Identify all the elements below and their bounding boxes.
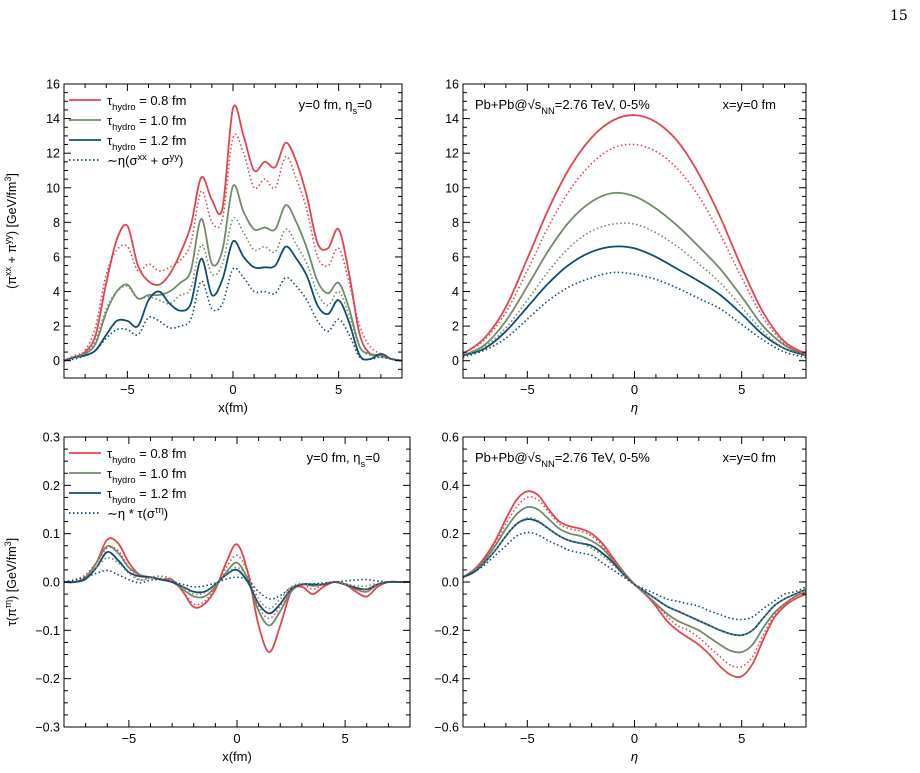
annotation: y=0 fm, ηs=0 [299, 97, 372, 116]
y-tick-label: 0.0 [43, 576, 60, 590]
x-tick-label: −5 [120, 382, 135, 397]
x-axis-label: x(fm) [222, 749, 252, 764]
series-line-dotted-5 [64, 267, 402, 362]
legend-label: ∼η(σxx + σyy) [107, 152, 183, 168]
y-tick-label: 2 [53, 320, 60, 334]
series-line-dotted-4 [463, 517, 806, 637]
y-tick-label: 0.2 [43, 479, 60, 493]
chart-panel-top-right: −5 0 5 0 2 4 6 8 10 12 14 16 η Pb+Pb@√sNN=2.76 TeV, 0… [445, 78, 807, 415]
y-tick-label: 4 [53, 285, 60, 299]
series-line-solid-0 [64, 537, 410, 654]
y-tick-label: 12 [46, 147, 60, 161]
x-tick-label: 0 [229, 382, 236, 397]
series-group [463, 490, 806, 679]
x-tick-label: 5 [738, 731, 745, 746]
x-tick-label: 5 [738, 382, 745, 397]
legend-label: τhydro = 1.2 fm [107, 486, 186, 505]
series-line-dotted-5 [463, 271, 806, 358]
annotation-position: x=y=0 fm [723, 450, 776, 465]
series-line-dotted-5 [463, 531, 806, 621]
series-line-solid-0 [64, 104, 402, 362]
x-axis-label: x(fm) [218, 400, 248, 415]
y-tick-label: −0.2 [434, 624, 459, 638]
y-tick-label: 14 [445, 112, 459, 126]
x-tick-label: 0 [233, 731, 240, 746]
y-tick-label: 6 [452, 250, 459, 264]
series-line-dotted-3 [463, 143, 806, 357]
legend-label: τhydro = 1.0 fm [107, 113, 186, 132]
y-tick-label: −0.2 [35, 672, 60, 686]
y-tick-label: −0.3 [35, 721, 60, 735]
x-tick-label: 5 [342, 731, 349, 746]
y-tick-label: 16 [46, 78, 60, 92]
series-group [463, 114, 806, 358]
x-tick-label: 5 [335, 382, 342, 397]
series-line-solid-2 [64, 550, 410, 615]
series-line-solid-1 [463, 505, 806, 654]
y-tick-label: 8 [53, 216, 60, 230]
y-tick-label: −0.4 [434, 672, 459, 686]
x-tick-label: −5 [520, 731, 535, 746]
y-tick-label: 0 [452, 354, 459, 368]
x-tick-label: 0 [631, 382, 638, 397]
y-tick-label: −0.1 [35, 624, 60, 638]
y-tick-label: 0.0 [442, 576, 459, 590]
series-line-dotted-4 [463, 222, 806, 357]
chart-panel-top-left: −5 0 5 0 2 4 6 8 10 12 14 16 x(fm) (πxx + πyy) [GeV/f… [3, 78, 403, 415]
series-line-dotted-3 [64, 546, 410, 620]
chart-panel-bottom-right: −5 0 5 −0.6 −0.4 −0.2 0.0 0.2 0.4 0.6 η Pb+Pb@√sNN=… [434, 431, 807, 764]
series-group [64, 104, 402, 362]
y-tick-label: 2 [452, 320, 459, 334]
y-axis-label: τ(πτη) [GeV/fm3] [3, 538, 19, 626]
y-tick-label: 14 [46, 112, 60, 126]
y-tick-label: 10 [46, 181, 60, 195]
x-tick-label: −5 [121, 731, 136, 746]
chart-panel-bottom-left: −5 0 5 −0.3 −0.2 −0.1 0.0 0.1 0.2 0.3 x(fm) τ(πτη) … [3, 431, 411, 764]
series-group [64, 537, 410, 654]
x-axis-label: η [631, 749, 638, 764]
series-line-solid-1 [64, 184, 402, 362]
annotation: y=0 fm, ηs=0 [307, 450, 380, 469]
series-line-solid-2 [64, 239, 402, 362]
y-tick-label: 0.6 [442, 431, 459, 445]
legend-label: τhydro = 0.8 fm [107, 446, 186, 465]
series-line-dotted-5 [64, 569, 410, 600]
y-tick-label: 6 [53, 250, 60, 264]
series-line-solid-2 [463, 518, 806, 637]
x-axis-label: η [631, 400, 638, 415]
legend-label: τhydro = 1.2 fm [107, 133, 186, 152]
annotation: Pb+Pb@√sNN=2.76 TeV, 0-5% [475, 97, 650, 116]
legend-label: τhydro = 0.8 fm [107, 93, 186, 112]
page-number: 15 [890, 8, 908, 24]
y-tick-label: 16 [445, 78, 459, 92]
annotation-position: x=y=0 fm [723, 97, 776, 112]
y-tick-label: 0 [53, 354, 60, 368]
plot-frame [462, 436, 807, 728]
y-tick-label: −0.6 [434, 721, 459, 735]
y-tick-label: 4 [452, 285, 459, 299]
legend-label: τhydro = 1.0 fm [107, 466, 186, 485]
x-tick-label: −5 [520, 382, 535, 397]
annotation: Pb+Pb@√sNN=2.76 TeV, 0-5% [475, 450, 650, 469]
y-axis-label: (πxx + πyy) [GeV/fm3] [3, 173, 19, 289]
y-tick-label: 0.1 [43, 527, 60, 541]
legend-label: ∼η * τ(στη) [107, 505, 168, 521]
y-tick-label: 0.4 [442, 479, 459, 493]
y-tick-label: 8 [452, 216, 459, 230]
series-line-solid-1 [463, 191, 806, 357]
series-line-solid-0 [463, 114, 806, 355]
series-line-solid-2 [463, 245, 806, 357]
series-line-dotted-4 [64, 216, 402, 362]
series-line-dotted-4 [64, 556, 410, 610]
y-tick-label: 0.2 [442, 527, 459, 541]
y-tick-label: 12 [445, 147, 459, 161]
y-tick-label: 0.3 [43, 431, 60, 445]
x-tick-label: 0 [631, 731, 638, 746]
y-tick-label: 10 [445, 181, 459, 195]
